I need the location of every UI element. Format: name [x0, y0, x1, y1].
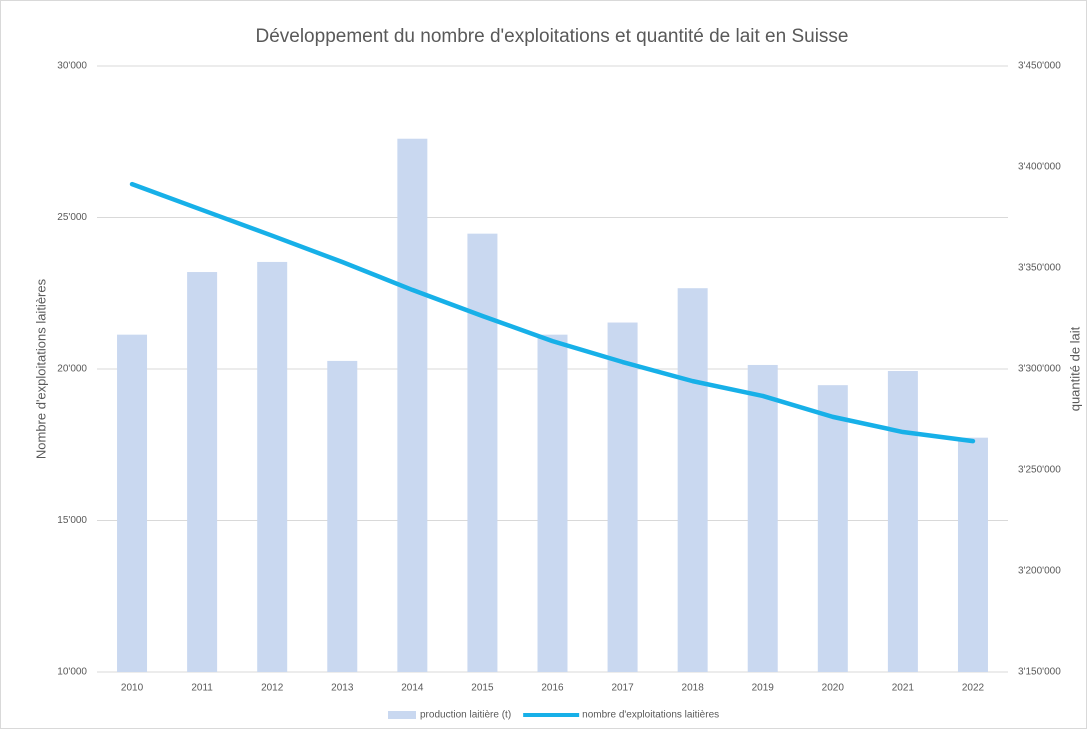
x-tick-label: 2017	[611, 683, 634, 694]
y2-tick-label: 3'400'000	[1018, 162, 1061, 173]
x-tick-label: 2015	[471, 683, 494, 694]
bar	[607, 322, 638, 672]
legend-label: production laitière (t)	[420, 710, 511, 721]
y2-tick-label: 3'200'000	[1018, 566, 1061, 577]
y2-axis-title: quantité de lait	[1067, 326, 1082, 411]
x-tick-label: 2013	[331, 683, 354, 694]
y2-tick-label: 3'250'000	[1018, 465, 1061, 476]
x-tick-label: 2011	[191, 683, 213, 694]
bar	[467, 233, 498, 672]
bar	[747, 364, 778, 672]
y2-tick-label: 3'350'000	[1018, 263, 1061, 274]
x-tick-label: 2018	[682, 683, 705, 694]
bar	[327, 360, 358, 672]
x-tick-label: 2021	[892, 683, 915, 694]
y-tick-label: 30'000	[57, 61, 87, 72]
bar	[677, 288, 708, 672]
y-axis-title: Nombre d'exploitations laitières	[33, 278, 48, 459]
y2-tick-label: 3'300'000	[1018, 364, 1061, 375]
y-tick-label: 10'000	[57, 667, 87, 678]
bar	[397, 138, 428, 673]
x-tick-label: 2020	[822, 683, 845, 694]
chart-title: Développement du nombre d'exploitations …	[255, 26, 848, 47]
bar	[887, 371, 918, 672]
legend-swatch	[388, 711, 416, 719]
x-tick-label: 2016	[541, 683, 564, 694]
y-tick-label: 15'000	[57, 515, 87, 526]
x-tick-label: 2014	[401, 683, 424, 694]
x-tick-label: 2010	[121, 683, 144, 694]
y2-tick-label: 3'450'000	[1018, 61, 1061, 72]
y2-tick-label: 3'150'000	[1018, 667, 1061, 678]
bar	[117, 334, 148, 672]
y-tick-label: 25'000	[57, 212, 87, 223]
line	[129, 181, 976, 444]
x-tick-label: 2022	[962, 683, 985, 694]
y-tick-label: 20'000	[57, 364, 87, 375]
bar	[537, 334, 568, 672]
bar	[187, 272, 218, 672]
x-tick-label: 2012	[261, 683, 284, 694]
legend-label: nombre d'exploitations laitières	[582, 710, 719, 721]
bar	[257, 261, 288, 672]
x-tick-label: 2019	[752, 683, 775, 694]
bar	[817, 385, 848, 672]
bar	[957, 437, 988, 672]
